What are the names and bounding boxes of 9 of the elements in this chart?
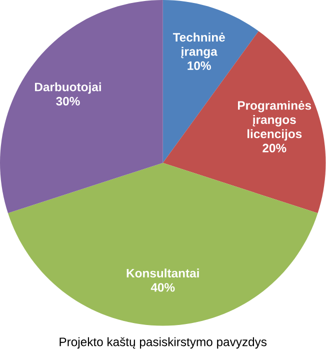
slice-label: Konsultantai <box>126 268 199 278</box>
slice-label: Programinės įrangos licencijos <box>238 100 312 141</box>
data-label: 30% <box>56 96 80 106</box>
text: Projekto kaštų pasiskirstymo pavyzdys <box>60 337 267 349</box>
slice-label: Darbuotojai <box>35 82 102 94</box>
data-label: 20% <box>262 144 286 152</box>
slice-label: Techninė įranga <box>173 32 226 58</box>
data-label: 40% <box>151 283 175 292</box>
data-label: 10% <box>188 61 212 70</box>
